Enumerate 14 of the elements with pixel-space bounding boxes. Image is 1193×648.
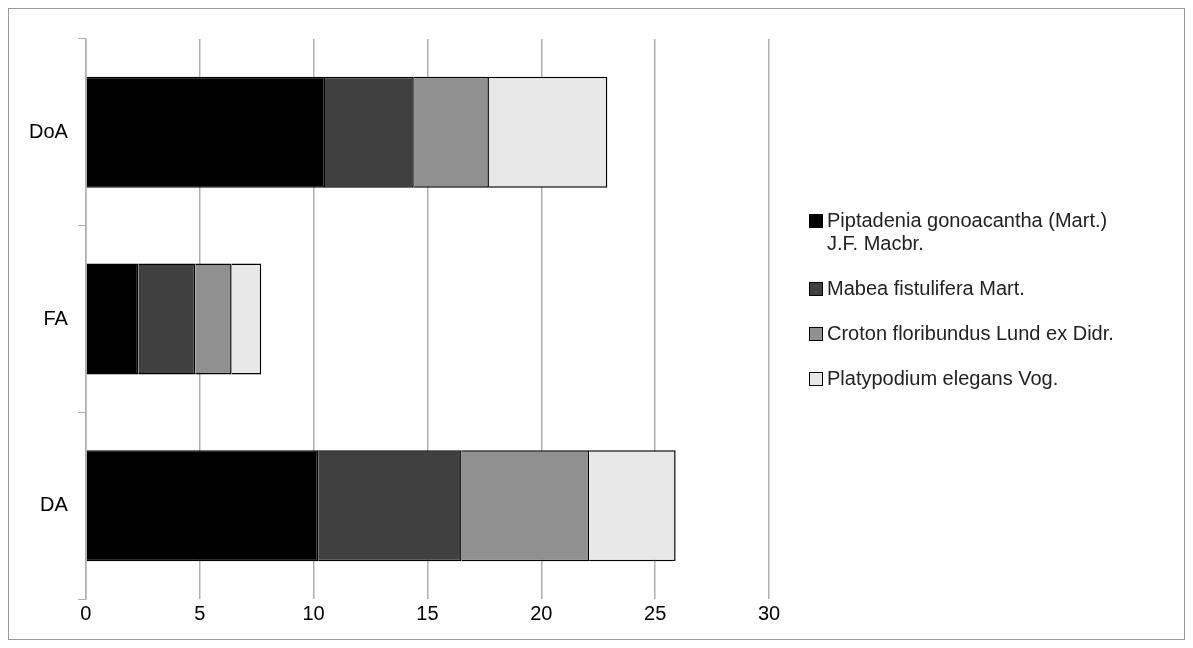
legend-label: Mabea fistulifera Mart.: [827, 277, 1025, 300]
x-tick-label: 15: [416, 601, 439, 624]
x-tick-label: 25: [644, 601, 667, 624]
legend-label: Piptadenia gonoacantha (Mart.) J.F. Macbr.: [827, 209, 1109, 255]
x-tick-label: 10: [302, 601, 325, 624]
y-tick-label: DoA: [29, 119, 69, 142]
x-tick-label: 20: [530, 601, 553, 624]
legend-label: Croton floribundus Lund ex Didr.: [827, 322, 1114, 345]
x-tick-label: 5: [194, 601, 206, 624]
x-tick-label: 30: [757, 601, 781, 624]
legend-label: Platypodium elegans Vog.: [827, 367, 1059, 390]
x-tick-label: 0: [80, 601, 92, 624]
y-tick-label: FA: [43, 306, 69, 329]
y-tick-label: DA: [40, 493, 69, 516]
